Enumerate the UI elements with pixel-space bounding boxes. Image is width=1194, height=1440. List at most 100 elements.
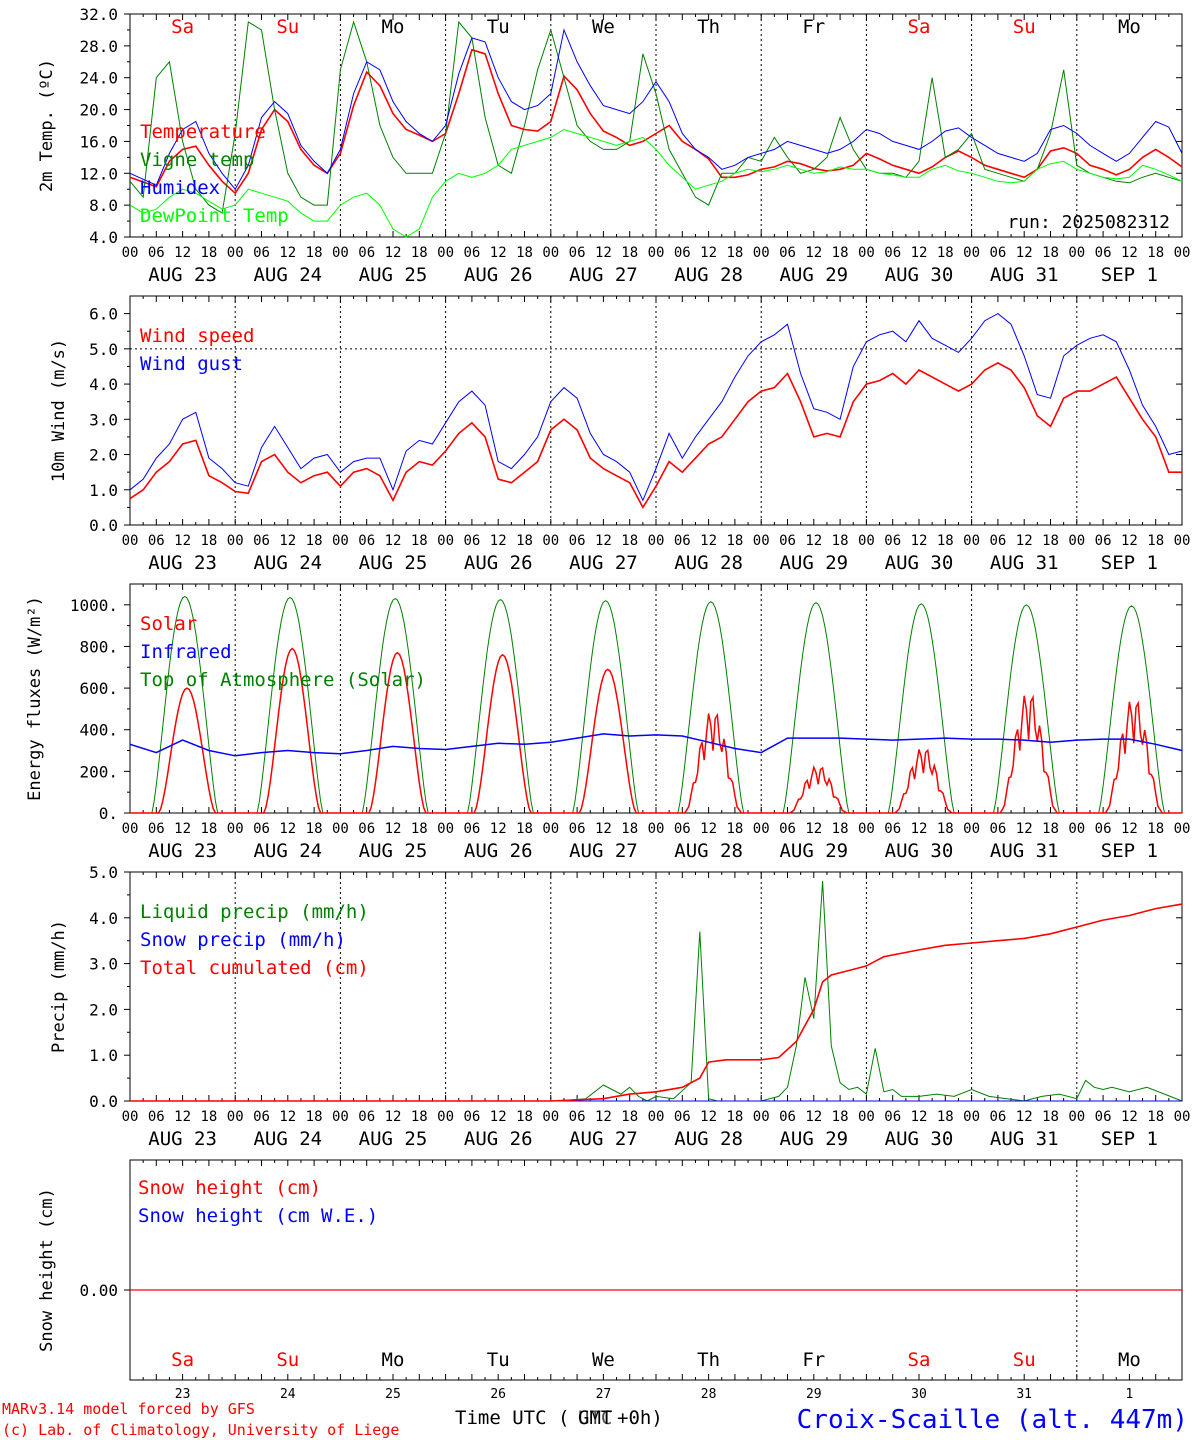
hour-label: 06 [463,821,480,837]
weekday-label: Sa [171,16,194,38]
legend-label: Infrared [140,641,232,663]
hour-label: 00 [1174,821,1191,837]
panel-1: 4.0 8.0 12.0 16.0 20.0 24.0 28.0 32.0 2m Temp. (… [37,5,1190,286]
hour-label: 00 [437,533,454,549]
hour-label: 06 [253,245,270,261]
hour-label: 06 [358,533,375,549]
date-label: AUG 24 [253,264,322,286]
hour-label: 00 [963,1109,980,1125]
hour-label: 18 [411,821,428,837]
hour-label: 00 [332,1109,349,1125]
hour-label: 18 [1147,245,1164,261]
y-tick-label: 32.0 [79,5,118,24]
weekday-label: Mo [1118,1349,1141,1371]
legend-label: Solar [140,613,197,635]
hour-label: 12 [385,533,402,549]
hour-label: 12 [385,821,402,837]
hour-label: 00 [122,821,139,837]
station-title: Croix-Scaille (alt. 447m) [797,1405,1188,1435]
panel-4: 0.0 1.0 2.0 3.0 4.0 5.0 Precip (mm/h) Liquid pr… [49,863,1190,1150]
hour-label: 18 [516,245,533,261]
hour-label: 18 [621,245,638,261]
legend-label: Wind speed [140,325,254,347]
weekday-label: Tu [487,1349,510,1371]
hour-label: 18 [306,821,323,837]
hour-label: 18 [726,533,743,549]
legend-label: Total cumulated (cm) [140,957,369,979]
series-line-solar [445,653,551,814]
hour-label: 00 [1068,245,1085,261]
x-axis-label-end: +0h) [617,1407,663,1429]
hour-label: 06 [1095,245,1112,261]
hour-label: 12 [279,533,296,549]
hour-label: 00 [648,1109,665,1125]
hour-label: 18 [937,1109,954,1125]
date-label: AUG 29 [779,1128,848,1150]
hour-label: 18 [832,245,849,261]
y-axis-label: 2m Temp. (ºC) [37,59,57,192]
date-label: AUG 25 [359,840,428,862]
hour-label: 00 [437,1109,454,1125]
x-axis-label-overlap2: UTC [578,1407,612,1429]
hour-label: 00 [753,1109,770,1125]
hour-label: 12 [1121,821,1138,837]
hour-label: 00 [332,245,349,261]
hour-label: 06 [569,821,586,837]
hour-label: 06 [148,533,165,549]
hour-label: 06 [884,1109,901,1125]
series-line [129,20,1183,214]
hour-label: 06 [989,533,1006,549]
hour-label: 00 [1174,533,1191,549]
hour-label: 06 [884,245,901,261]
hour-label: 06 [463,245,480,261]
hour-label: 00 [858,245,875,261]
hour-label: 12 [1016,821,1033,837]
hour-label: 18 [516,1109,533,1125]
date-label: AUG 24 [253,1128,322,1150]
day-number-label: 1 [1125,1387,1133,1402]
hour-label: 06 [674,245,691,261]
hour-label: 06 [674,533,691,549]
series-line [129,313,1183,502]
date-label: AUG 28 [674,552,743,574]
hour-label: 00 [858,533,875,549]
hour-label: 00 [648,245,665,261]
weekday-label: Th [697,16,720,38]
hour-label: 06 [779,533,796,549]
date-label: AUG 30 [885,840,954,862]
date-label: AUG 24 [253,840,322,862]
y-tick-label: 8.0 [89,196,118,215]
hour-label: 18 [1147,533,1164,549]
date-label: AUG 24 [253,552,322,574]
date-label: AUG 25 [359,552,428,574]
series-line-toa [866,603,972,814]
legend-label: Liquid precip (mm/h) [140,901,369,923]
y-tick-label: 4.0 [89,909,118,928]
date-label: AUG 27 [569,1128,638,1150]
series-line-toa [445,598,551,814]
hour-label: 12 [911,533,928,549]
date-label: AUG 27 [569,840,638,862]
hour-label: 18 [1042,533,1059,549]
series-line-toa [971,604,1077,814]
date-label: SEP 1 [1101,1128,1158,1150]
weekday-label: Mo [1118,16,1141,38]
hour-label: 18 [937,821,954,837]
hour-label: 12 [1016,1109,1033,1125]
hour-label: 06 [253,1109,270,1125]
y-tick-label: 4.0 [89,375,118,394]
hour-label: 06 [1095,533,1112,549]
legend-label: Snow precip (mm/h) [140,929,346,951]
series-line-solar [1076,700,1182,814]
hour-label: 18 [832,533,849,549]
hour-label: 00 [227,245,244,261]
weekday-label: Th [697,1349,720,1371]
hour-label: 06 [1095,821,1112,837]
date-label: SEP 1 [1101,840,1158,862]
date-label: AUG 26 [464,552,533,574]
hour-label: 00 [122,533,139,549]
hour-label: 06 [989,245,1006,261]
weekday-label: Mo [382,16,405,38]
hour-label: 12 [805,821,822,837]
day-number-label: 29 [806,1387,822,1402]
